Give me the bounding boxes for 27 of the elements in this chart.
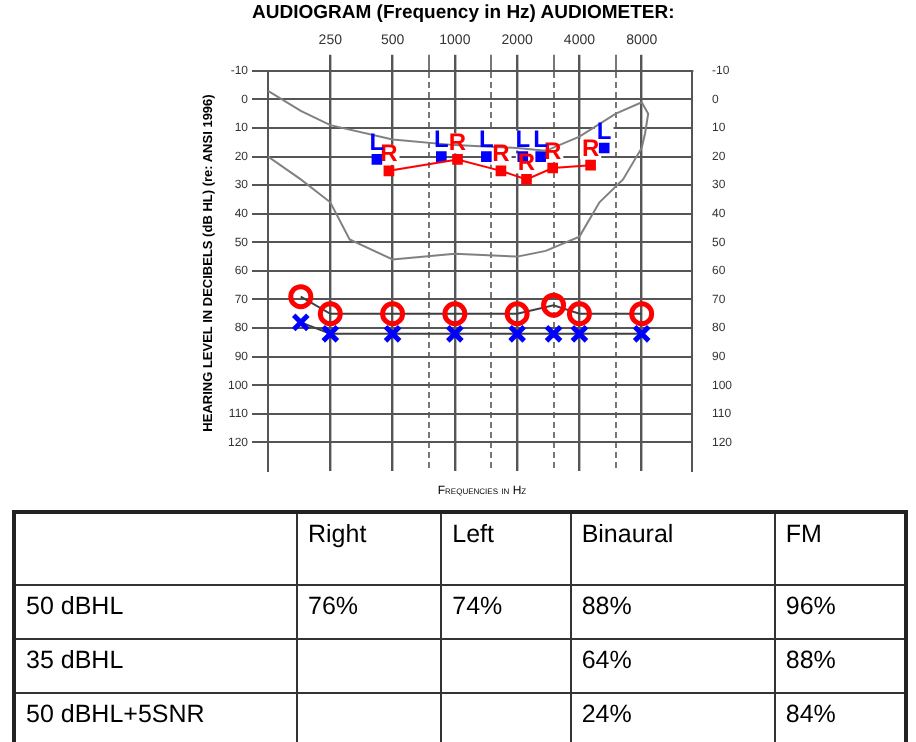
text: R xyxy=(492,139,510,168)
category-label: 50 dBHL+5SNR xyxy=(26,699,205,727)
text: L xyxy=(433,125,449,154)
text: L xyxy=(369,128,385,157)
text: R xyxy=(543,136,562,165)
text: 96% xyxy=(785,591,836,619)
text: 64% xyxy=(581,645,632,673)
category-label: 35 dBHL xyxy=(26,645,124,673)
text: R xyxy=(448,128,467,157)
text: 76% xyxy=(308,591,359,619)
text: 88% xyxy=(581,591,632,619)
text: R xyxy=(581,133,600,162)
category-label: Left xyxy=(441,512,571,584)
chart-title: AUDIOGRAM (Frequency in Hz) AUDIOMETER: xyxy=(252,2,675,24)
text: 88% xyxy=(785,645,836,673)
series-label: L xyxy=(596,116,612,145)
category-label: 50 dBHL xyxy=(26,591,124,619)
series-label: R xyxy=(517,148,536,177)
category-label: FM xyxy=(774,512,906,584)
text: R xyxy=(380,139,398,168)
text: 24% xyxy=(581,699,632,727)
text: 74% xyxy=(452,591,503,619)
text: L xyxy=(479,125,494,154)
text: L xyxy=(515,125,531,154)
text: 84% xyxy=(785,699,836,727)
category-label: Right xyxy=(297,512,442,584)
category-label: Binaural xyxy=(570,512,775,584)
